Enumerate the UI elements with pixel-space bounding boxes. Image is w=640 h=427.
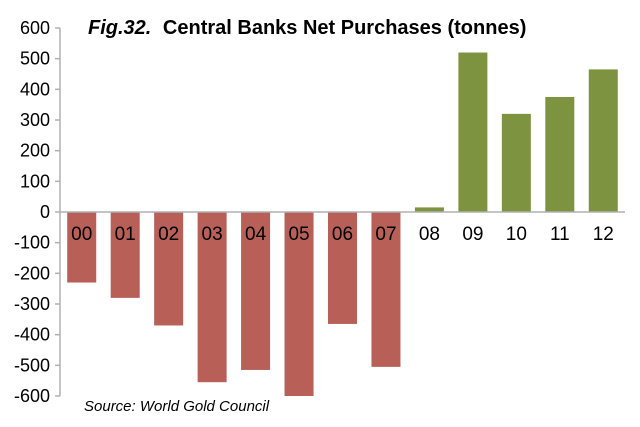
x-tick-label: 08: [419, 224, 440, 245]
bar-07: [371, 212, 401, 367]
x-tick-label: 01: [115, 224, 136, 245]
x-tick-label: 11: [550, 224, 570, 245]
y-tick-label: 500: [20, 49, 50, 69]
x-tick-label: 09: [462, 224, 483, 245]
x-tick-label: 02: [158, 224, 179, 245]
y-axis: 6005004003002001000-100-200-300-400-500-…: [14, 18, 625, 406]
x-tick-label: 04: [245, 224, 267, 245]
bar-08: [414, 207, 444, 212]
bar-06: [328, 212, 357, 324]
x-tick-label: 03: [202, 224, 223, 245]
y-tick-label: -200: [14, 263, 50, 283]
bar-09: [458, 52, 488, 213]
bar-03: [197, 212, 227, 383]
bar-02: [154, 212, 184, 326]
x-tick-label: 10: [506, 224, 527, 245]
bar-05: [284, 212, 314, 396]
y-tick-label: -500: [14, 355, 50, 375]
chart-title: Fig.32. Central Banks Net Purchases (ton…: [88, 17, 526, 39]
y-tick-label: -100: [14, 233, 50, 253]
bar-10: [501, 113, 531, 212]
y-tick-label: 100: [20, 171, 50, 191]
title-text: Central Banks Net Purchases (tonnes): [163, 17, 526, 39]
x-tick-labels: 00 01 02 03 04 05 06 07 08 09 10 11 12: [71, 224, 614, 245]
x-tick-label: 07: [375, 224, 396, 245]
source-note: Source: World Gold Council: [84, 398, 270, 415]
y-tick-label: 200: [20, 141, 50, 161]
y-tick-label: -300: [14, 294, 50, 314]
y-tick-label: -400: [14, 325, 50, 345]
bar-04: [241, 212, 271, 370]
bar-00: [67, 212, 97, 283]
bar-01: [110, 212, 140, 298]
bar-11: [545, 97, 575, 212]
y-tick-label: 0: [40, 202, 50, 222]
title-prefix: Fig.32.: [88, 17, 151, 39]
x-tick-label: 05: [288, 224, 309, 245]
y-tick-label: 400: [20, 79, 50, 99]
y-tick-label: 600: [20, 18, 50, 38]
x-tick-label: 06: [332, 224, 353, 245]
x-tick-label: 12: [593, 224, 614, 245]
y-tick-label: 300: [20, 110, 50, 130]
bars-group: [67, 52, 618, 396]
bar-12: [588, 69, 618, 213]
y-tick-label: -600: [14, 386, 50, 406]
x-tick-label: 00: [71, 224, 92, 245]
